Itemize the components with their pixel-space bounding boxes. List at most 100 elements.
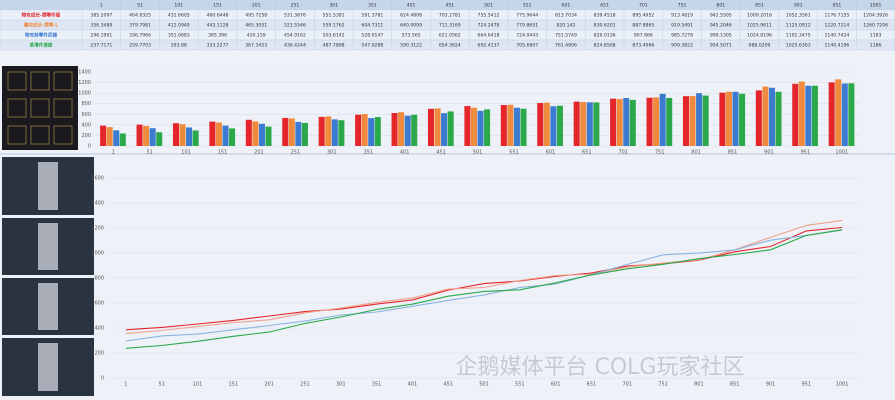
bar — [520, 108, 527, 146]
table-cell: 654.3624 — [439, 43, 461, 49]
bar — [798, 81, 805, 146]
bar — [828, 82, 835, 146]
table-cell: 1052.3561 — [786, 13, 811, 19]
x-tick-label: 451 — [443, 382, 453, 388]
table-cell: 460.6448 — [207, 13, 229, 19]
bar — [427, 108, 434, 146]
x-tick-label: 301 — [327, 150, 337, 156]
table-header: 1001 — [870, 3, 882, 9]
table-header: 151 — [213, 3, 222, 9]
x-tick-label: 301 — [336, 382, 346, 388]
x-tick-label: 51 — [159, 382, 165, 388]
table-cell: 559.1762 — [323, 23, 345, 29]
bar — [331, 119, 338, 146]
table-header: 101 — [174, 3, 183, 9]
table-cell: 919.5491 — [671, 23, 693, 29]
bar — [119, 133, 126, 146]
x-tick-label: 1 — [112, 150, 115, 156]
line-series — [125, 229, 843, 349]
bar — [610, 98, 617, 146]
bar — [653, 97, 660, 146]
table-header: 351 — [368, 3, 377, 9]
bar — [666, 97, 673, 146]
bar — [143, 125, 150, 146]
table-cell: 385.396 — [208, 33, 227, 39]
x-tick-label: 801 — [691, 150, 701, 156]
x-tick-label: 901 — [766, 382, 776, 388]
table-cell: 531.3876 — [284, 13, 306, 19]
bar — [136, 124, 143, 146]
y-tick-label: 600 — [94, 301, 104, 307]
table-cell: 1140.4196 — [825, 43, 850, 49]
bar — [805, 85, 812, 146]
icon-grid — [7, 71, 73, 145]
table-header: 701 — [639, 3, 648, 9]
bar — [245, 119, 252, 146]
table-row-label: 某增件速度 — [29, 42, 53, 49]
bar — [215, 122, 222, 146]
table-cell: 436.4244 — [284, 43, 306, 49]
bar — [629, 99, 636, 146]
x-tick-label: 251 — [291, 150, 301, 156]
bar — [848, 83, 855, 146]
bar — [338, 120, 345, 146]
table-cell: 590.3122 — [400, 43, 422, 49]
y-tick-label: 400 — [81, 122, 91, 128]
table-cell: 724.2478 — [478, 23, 500, 29]
bar — [301, 122, 308, 146]
table-cell: 521.5546 — [284, 23, 306, 29]
table-cell: 985.7278 — [671, 33, 693, 39]
table-header-bg — [0, 0, 895, 10]
table-row-label: 物攻前零件武器 — [25, 32, 58, 39]
bar — [464, 106, 471, 146]
bar — [689, 96, 696, 146]
table-cell: 942.5505 — [710, 13, 732, 19]
x-tick-label: 701 — [618, 150, 628, 156]
table-cell: 820.142 — [556, 23, 575, 29]
bar — [682, 96, 689, 146]
bar — [696, 93, 703, 146]
bar — [192, 130, 199, 146]
x-tick-label: 101 — [193, 382, 203, 388]
table-cell: 1176.7155 — [825, 13, 850, 19]
x-tick-label: 951 — [802, 382, 812, 388]
bar — [398, 112, 405, 146]
table-cell: 385.2097 — [90, 13, 112, 19]
table-row-label: 物攻成长-攒零件版 — [22, 12, 61, 19]
line-series — [125, 229, 843, 342]
table-cell: 624.4808 — [400, 13, 422, 19]
bar — [719, 92, 726, 146]
x-tick-label: 651 — [582, 150, 592, 156]
y-tick-label: 800 — [94, 276, 104, 282]
bar — [762, 86, 769, 146]
table-cell: 703.2781 — [439, 13, 461, 19]
table-header: 801 — [716, 3, 725, 9]
table-cell: 761.4906 — [555, 43, 577, 49]
table-cell: 724.0443 — [516, 33, 538, 39]
bar — [739, 93, 746, 146]
x-tick-label: 401 — [400, 150, 410, 156]
bar — [593, 102, 600, 146]
table-cell: 454.9162 — [284, 33, 306, 39]
bar — [732, 91, 739, 146]
table-cell: 1140.7424 — [825, 33, 850, 39]
table-cell: 779.8651 — [516, 23, 538, 29]
bar — [513, 107, 520, 146]
bar — [434, 108, 441, 146]
x-tick-label: 1001 — [835, 150, 848, 156]
x-tick-label: 151 — [229, 382, 239, 388]
x-tick-label: 851 — [730, 382, 740, 388]
table-cell: 705.6807 — [516, 43, 538, 49]
bar — [659, 93, 666, 146]
x-tick-label: 1 — [124, 382, 127, 388]
y-tick-label: 1400 — [91, 201, 104, 207]
table-cell: 404.8325 — [129, 13, 151, 19]
table-cell: 379.7981 — [129, 23, 151, 29]
table-cell: 296.1991 — [90, 33, 112, 39]
bar — [404, 115, 411, 146]
bar — [355, 114, 362, 146]
x-tick-label: 601 — [546, 150, 556, 156]
line-series — [125, 219, 843, 335]
bar — [172, 123, 179, 146]
bar — [556, 105, 563, 146]
